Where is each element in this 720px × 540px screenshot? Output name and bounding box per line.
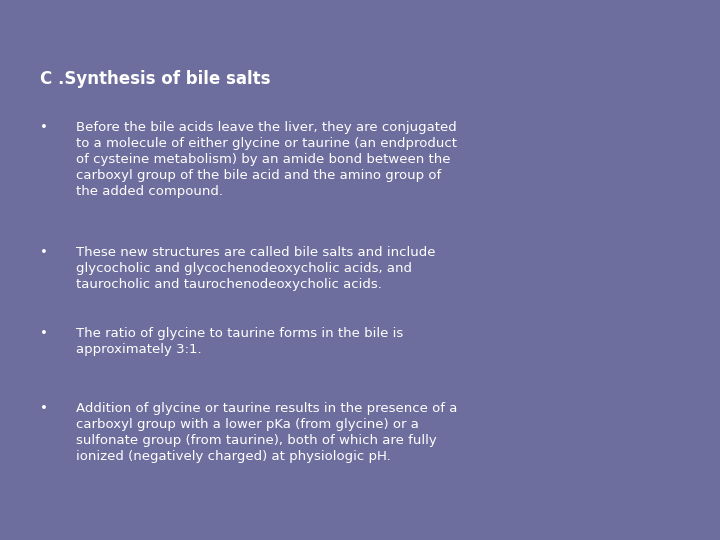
Text: The ratio of glycine to taurine forms in the bile is
approximately 3:1.: The ratio of glycine to taurine forms in… — [76, 327, 403, 356]
Text: C .Synthesis of bile salts: C .Synthesis of bile salts — [40, 70, 270, 88]
Text: •: • — [40, 122, 48, 134]
Text: These new structures are called bile salts and include
glycocholic and glycochen: These new structures are called bile sal… — [76, 246, 435, 291]
Text: •: • — [40, 402, 48, 415]
Text: •: • — [40, 327, 48, 340]
Text: Before the bile acids leave the liver, they are conjugated
to a molecule of eith: Before the bile acids leave the liver, t… — [76, 122, 456, 199]
Text: Addition of glycine or taurine results in the presence of a
carboxyl group with : Addition of glycine or taurine results i… — [76, 402, 457, 463]
Text: •: • — [40, 246, 48, 259]
